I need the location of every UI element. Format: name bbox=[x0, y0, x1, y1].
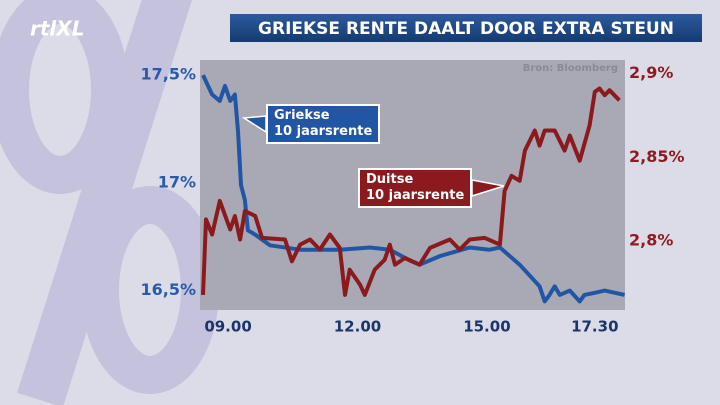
y2-tick-label: 2,85% bbox=[629, 147, 685, 166]
series-line bbox=[201, 86, 621, 297]
series-label: Griekse 10 jaarsrente bbox=[266, 104, 381, 144]
chart-title: GRIEKSE RENTE DAALT DOOR EXTRA STEUN bbox=[258, 19, 674, 39]
percent-graphic bbox=[0, 0, 219, 405]
x-tick-label: 17.30 bbox=[571, 318, 618, 336]
y-tick-label: 17,5% bbox=[140, 65, 196, 84]
y2-tick-label: 2,8% bbox=[629, 231, 673, 250]
y2-tick-label: 2,9% bbox=[629, 63, 673, 82]
x-tick-label: 12.00 bbox=[334, 318, 381, 336]
y-tick-label: 17% bbox=[158, 172, 196, 191]
series-label: Duitse 10 jaarsrente bbox=[358, 168, 473, 208]
logo: rtlXL bbox=[30, 17, 84, 41]
y-tick-label: 16,5% bbox=[140, 280, 196, 299]
title-bar bbox=[230, 14, 702, 42]
x-tick-label: 09.00 bbox=[204, 318, 251, 336]
x-tick-label: 15.00 bbox=[463, 318, 510, 336]
source: Bron: Bloomberg bbox=[523, 63, 618, 74]
